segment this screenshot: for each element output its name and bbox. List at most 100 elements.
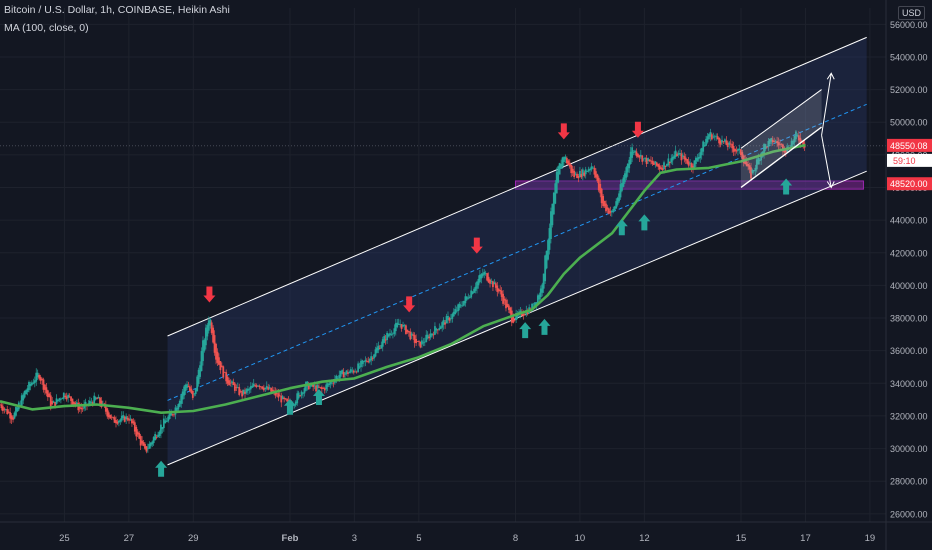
candle-body — [641, 155, 644, 162]
second-price-label: 48520.00 — [890, 179, 928, 189]
candle-body — [191, 390, 194, 398]
candle-body — [155, 437, 158, 438]
symbol-title: Bitcoin / U.S. Dollar, 1h, COINBASE, Hei… — [4, 4, 230, 16]
candle-body — [779, 143, 781, 145]
candle-body — [447, 315, 449, 320]
candle-body — [46, 390, 49, 398]
candle-body — [380, 344, 383, 349]
candle-body — [186, 384, 188, 388]
price-tick-label: 52000.00 — [890, 85, 928, 95]
candle-body — [106, 408, 109, 417]
candle-body — [523, 314, 526, 316]
candle-body — [589, 168, 591, 171]
candle-body — [763, 144, 765, 155]
candle-body — [268, 387, 271, 389]
candle-body — [545, 250, 548, 269]
currency-button[interactable]: USD — [898, 6, 926, 20]
wedge-upper-line[interactable] — [740, 89, 822, 149]
candle-body — [792, 140, 794, 145]
channel-lower-line[interactable] — [167, 170, 867, 466]
candle-body — [300, 391, 303, 396]
candle-body — [681, 155, 684, 157]
candle-body — [739, 149, 742, 156]
candle-body — [32, 382, 35, 384]
wedge-lower-line[interactable] — [740, 126, 822, 189]
candle-body — [184, 384, 187, 392]
candle-body — [104, 404, 107, 412]
candle-body — [376, 347, 378, 353]
candle-body — [245, 389, 248, 393]
candle-body — [680, 153, 683, 161]
candle-body — [260, 386, 262, 388]
moving-average-line[interactable] — [0, 143, 806, 415]
candle-body — [347, 372, 349, 374]
candle-body — [436, 329, 439, 331]
candle-body — [349, 369, 352, 373]
candle-body — [39, 376, 42, 381]
support-zone[interactable] — [514, 180, 864, 190]
candle-body — [702, 141, 705, 152]
channel-mid-line[interactable] — [167, 103, 867, 401]
candle-body — [747, 164, 750, 167]
candle-body — [796, 135, 799, 137]
candle-body — [471, 291, 474, 294]
candle-body — [225, 372, 228, 382]
candle-body — [693, 160, 696, 168]
candle-body — [667, 158, 670, 166]
candle-body — [470, 290, 473, 298]
candle-body — [297, 392, 300, 399]
projection-arrow[interactable] — [821, 73, 832, 136]
candle-body — [313, 385, 316, 387]
candle-body — [596, 174, 599, 182]
second-price-tag[interactable] — [887, 177, 932, 191]
candle-body — [402, 324, 404, 327]
candle-body — [673, 155, 676, 159]
candle-body — [407, 330, 410, 333]
candle-body — [226, 376, 229, 384]
candle-body — [4, 409, 7, 410]
candle-body — [492, 281, 494, 288]
candle-body — [320, 387, 323, 390]
candle-body — [9, 412, 12, 419]
candle-body — [502, 293, 504, 304]
candle-body — [277, 393, 280, 398]
candle-body — [394, 323, 397, 332]
candle-body — [357, 363, 360, 372]
candle-body — [281, 396, 284, 400]
candle-body — [171, 414, 174, 416]
candle-body — [204, 327, 207, 346]
candle-body — [387, 334, 390, 337]
projection-arrow[interactable] — [821, 135, 832, 188]
candle-body — [542, 273, 545, 289]
price-tick-label: 36000.00 — [890, 346, 928, 356]
indicator-legend[interactable]: MA (100, close, 0) — [4, 22, 89, 34]
price-tick-label: 40000.00 — [890, 281, 928, 291]
down-arrow-marker — [557, 123, 570, 140]
candle-body — [587, 169, 590, 172]
candle-body — [647, 158, 649, 162]
candle-body — [128, 418, 130, 421]
candle-body — [210, 322, 213, 333]
candle-body — [200, 351, 203, 372]
current-price-tag[interactable] — [887, 138, 932, 152]
candle-body — [650, 160, 652, 162]
candle-body — [97, 396, 100, 399]
candle-body — [141, 440, 143, 444]
time-tick-label: 17 — [800, 533, 811, 544]
channel-upper-line[interactable] — [167, 36, 867, 337]
candle-body — [30, 382, 33, 386]
candle-body — [213, 335, 216, 353]
candle-body — [222, 366, 225, 378]
candle-body — [782, 144, 784, 152]
candle-body — [557, 166, 560, 183]
candle-body — [44, 384, 46, 390]
candle-body — [795, 131, 797, 140]
up-arrow-marker — [615, 219, 628, 236]
candle-body — [770, 137, 773, 142]
candle-body — [399, 324, 402, 325]
candle-body — [283, 397, 286, 400]
candle-body — [623, 173, 626, 183]
candle-body — [564, 156, 567, 160]
candle-body — [168, 412, 171, 419]
